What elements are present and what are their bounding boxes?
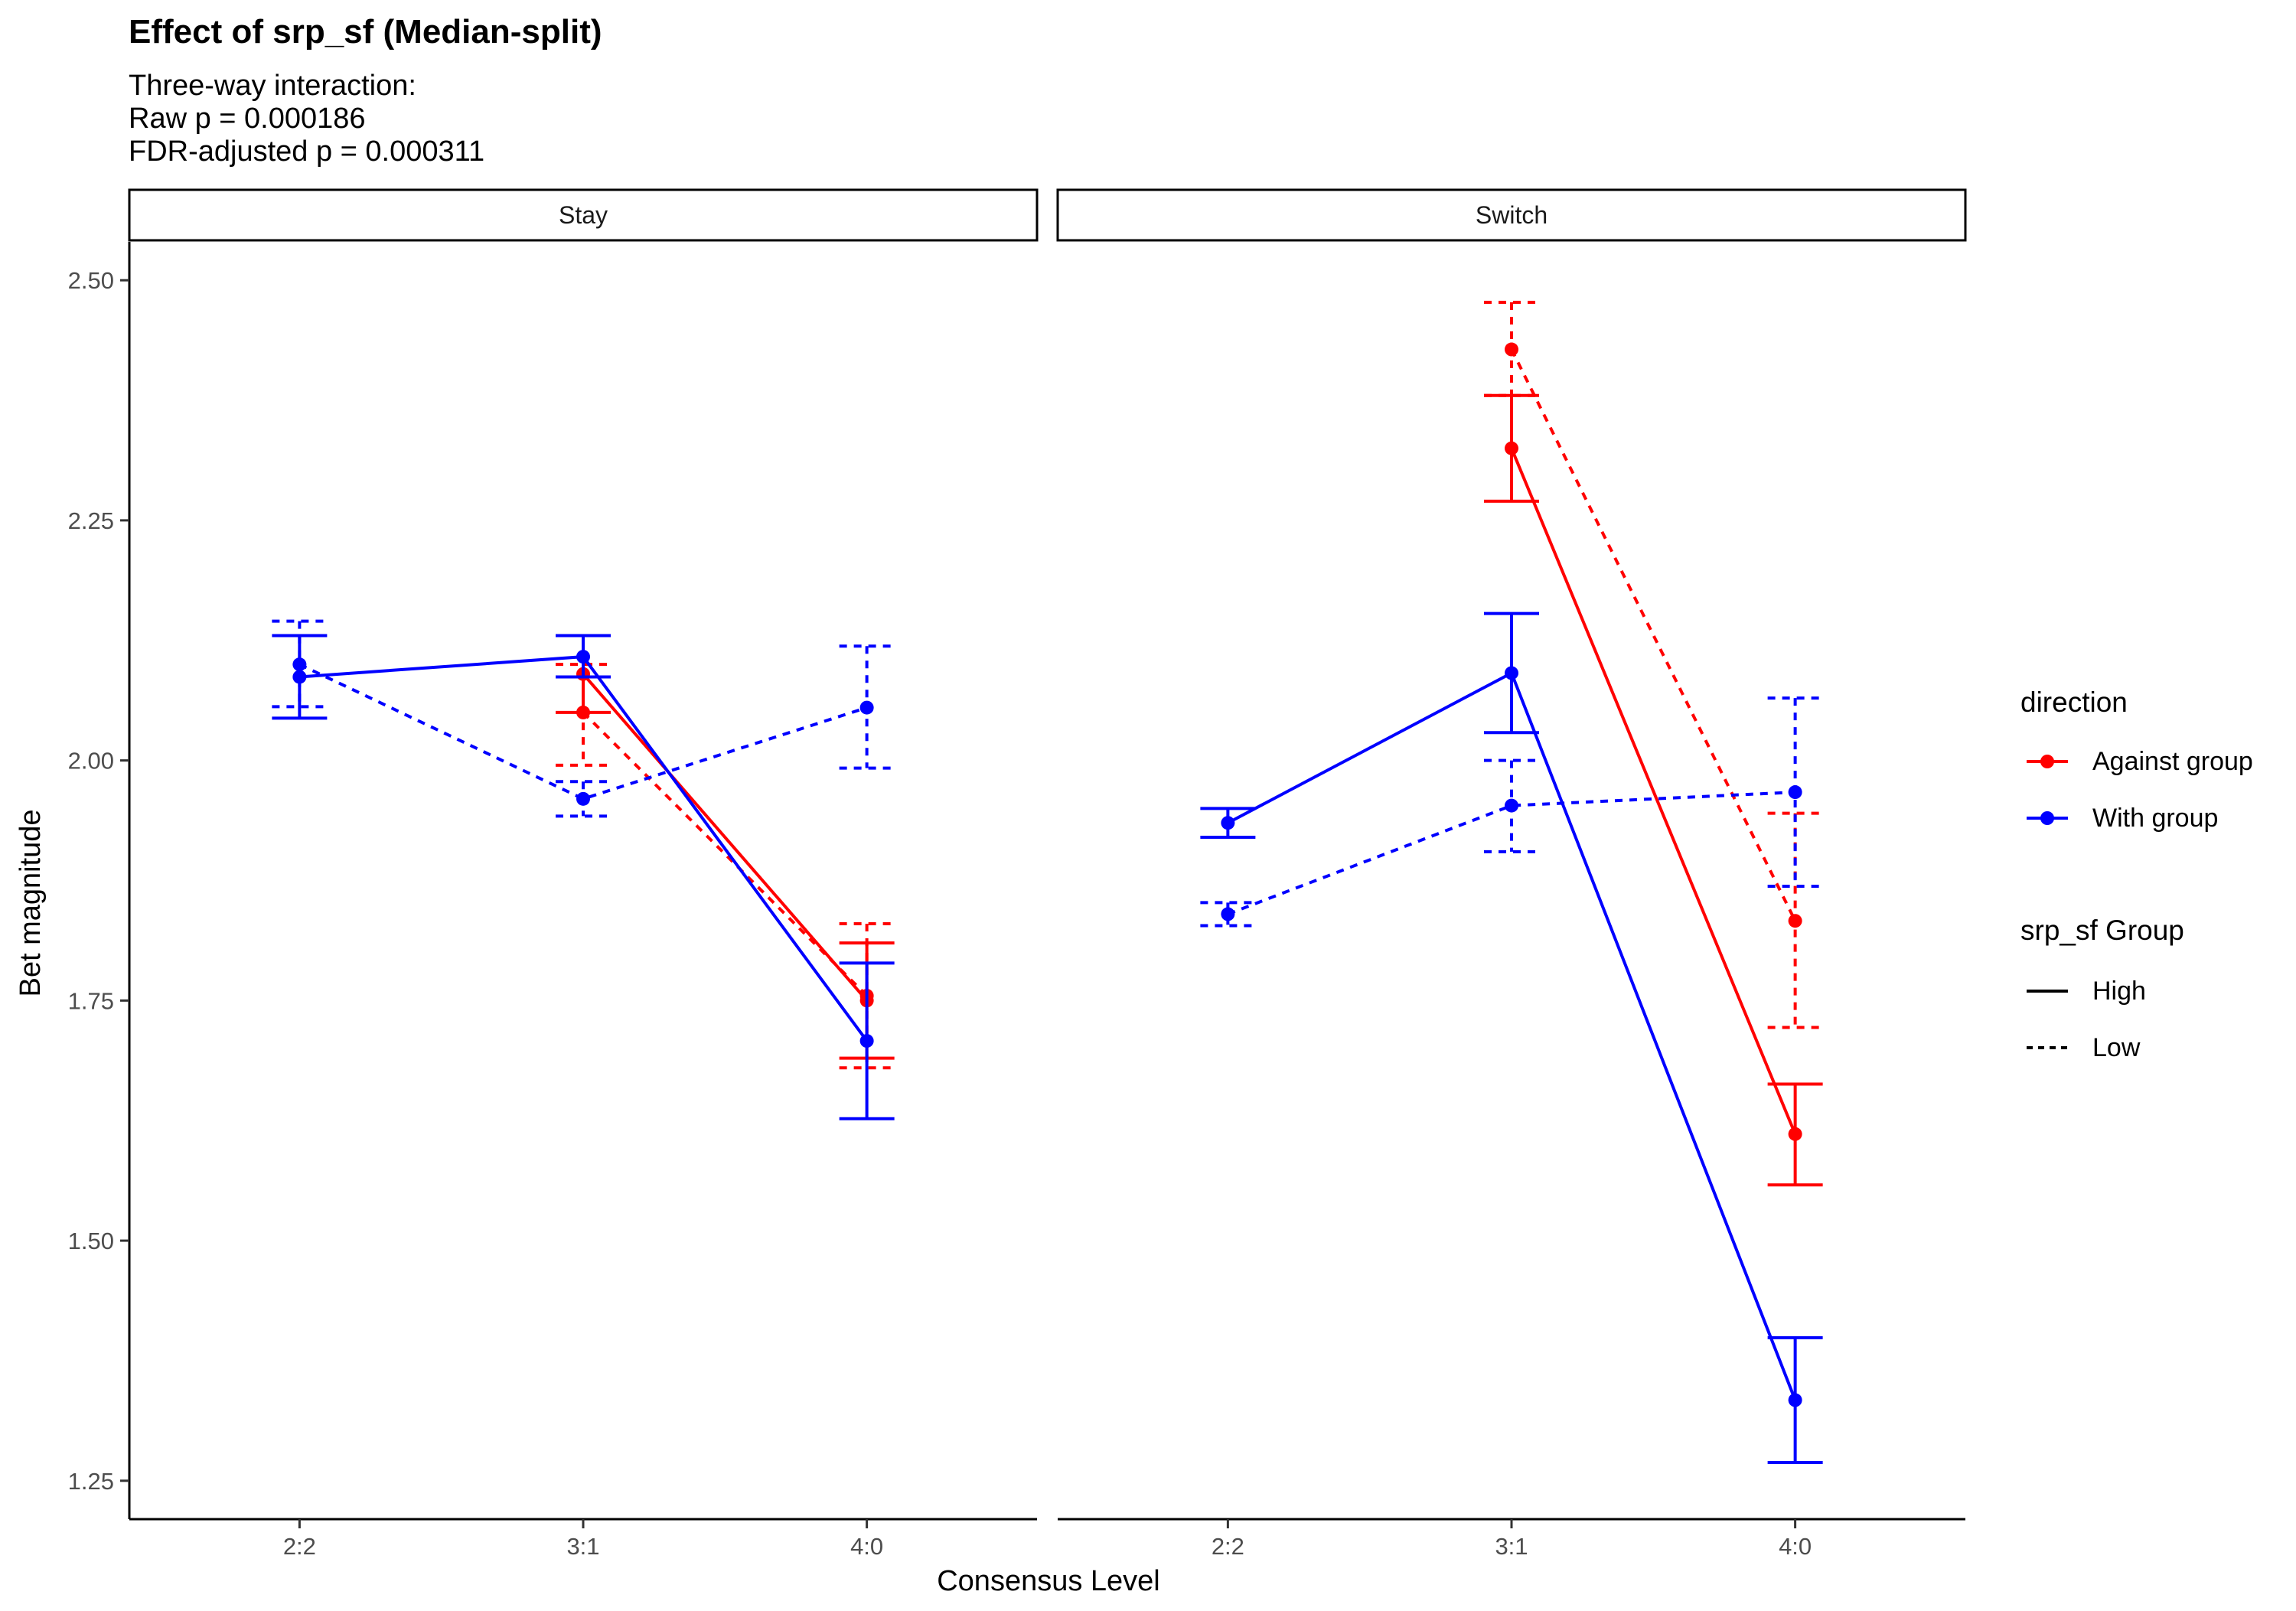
series-against-group-low — [1484, 301, 1823, 1029]
chart-subtitle-line-3: FDR-adjusted p = 0.000311 — [129, 135, 484, 168]
data-point — [576, 791, 590, 806]
x-tick-label: 2:2 — [1212, 1533, 1244, 1560]
x-tick-label: 3:1 — [566, 1533, 599, 1560]
data-point — [1788, 914, 1802, 928]
data-point — [292, 657, 307, 672]
legend-key-point — [2040, 811, 2054, 825]
series-with-group-low — [272, 619, 895, 818]
data-point — [1788, 785, 1802, 800]
series-line — [1510, 348, 1797, 922]
data-point — [1788, 1127, 1802, 1141]
y-tick-label: 1.75 — [68, 987, 114, 1014]
chart-subtitle-line-1: Three-way interaction: — [129, 70, 416, 102]
legend-title-group: srp_sf Group — [2020, 915, 2184, 946]
data-point — [292, 670, 307, 684]
legend-label: With group — [2092, 804, 2218, 833]
legend-label: Against group — [2092, 747, 2253, 776]
panel-stay: Stay 2:2 3:1 4:0 — [128, 188, 1039, 1560]
data-point — [859, 1034, 874, 1048]
series-against-group-high — [1484, 393, 1823, 1187]
data-point — [1505, 666, 1518, 680]
data-point — [1788, 1393, 1802, 1407]
data-point — [1505, 342, 1518, 357]
series-with-group-low — [1200, 696, 1823, 928]
series-line — [582, 673, 869, 1002]
series-line — [1510, 448, 1797, 1135]
panel-switch: Switch 2:2 3:1 4:0 — [1056, 188, 1967, 1560]
facet-strip-label: Switch — [1476, 201, 1548, 229]
facet-strip — [128, 188, 1039, 242]
legend-label: Low — [2092, 1033, 2141, 1062]
legend: direction Against group With group srp_sf G… — [2020, 686, 2253, 1062]
y-tick-label: 2.25 — [68, 507, 114, 534]
x-tick-label: 2:2 — [283, 1533, 316, 1560]
x-tick-label: 4:0 — [1779, 1533, 1812, 1560]
chart-title: Effect of srp_sf (Median-split) — [129, 13, 602, 51]
x-tick-label: 4:0 — [850, 1533, 883, 1560]
y-tick-label: 2.00 — [68, 748, 114, 775]
data-point — [576, 650, 590, 664]
legend-label: High — [2092, 977, 2146, 1006]
data-point — [1505, 798, 1518, 813]
legend-key-point — [2040, 755, 2054, 768]
series-with-group-high — [272, 634, 895, 1120]
facet-strip — [1056, 188, 1967, 242]
y-tick-label: 1.25 — [68, 1468, 114, 1495]
data-point — [1221, 907, 1235, 921]
data-point — [1221, 816, 1235, 830]
legend-title-direction: direction — [2020, 686, 2128, 718]
x-axis-title: Consensus Level — [937, 1565, 1160, 1597]
x-tick-label: 3:1 — [1495, 1533, 1528, 1560]
series-with-group-high — [1200, 611, 1823, 1464]
facet-strip-label: Stay — [559, 201, 608, 229]
y-tick-label: 1.50 — [68, 1228, 114, 1254]
chart-subtitle-line-2: Raw p = 0.000186 — [129, 103, 366, 135]
y-axis-title: Bet magnitude — [15, 809, 47, 996]
data-point — [859, 700, 874, 715]
series-line — [582, 711, 869, 997]
data-point — [576, 705, 590, 719]
series-line — [298, 663, 868, 801]
y-tick-label: 2.50 — [68, 267, 114, 294]
data-point — [1505, 441, 1518, 455]
